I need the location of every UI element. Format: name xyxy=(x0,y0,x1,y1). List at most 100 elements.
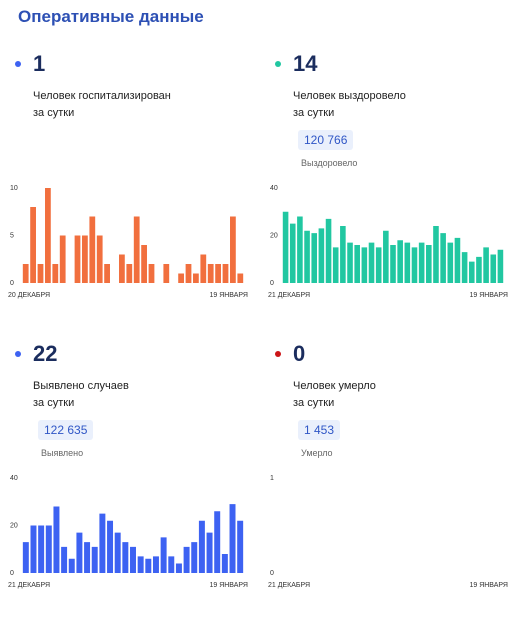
total-badge: 1 453 xyxy=(298,420,341,440)
card-recovered: 14 Человек выздоровело за сутки 120 766 … xyxy=(268,45,510,345)
y-tick-label: 0 xyxy=(10,280,14,287)
y-tick-label: 20 xyxy=(10,523,18,530)
card-label: Человек выздоровело за сутки xyxy=(293,88,503,122)
bar xyxy=(490,254,497,283)
bar xyxy=(468,261,475,283)
card-hospitalized: 1 Человек госпитализирован за сутки 0 5 10… xyxy=(8,45,250,345)
recovered-chart: 0 20 40 21 ДЕКАБРЯ 19 ЯНВАРЯ xyxy=(268,185,508,299)
y-tick-label: 1 xyxy=(270,475,274,482)
bar xyxy=(82,235,88,283)
daily-value: 0 xyxy=(293,341,306,366)
y-tick-label: 0 xyxy=(270,570,274,577)
bar xyxy=(497,249,504,283)
deaths-chart: 0 1 21 ДЕКАБРЯ 19 ЯНВАРЯ xyxy=(268,475,508,589)
bar xyxy=(454,237,461,283)
bar xyxy=(418,242,425,283)
label-line-1: Человек выздоровело xyxy=(293,90,406,102)
bar xyxy=(53,506,60,573)
bar xyxy=(447,242,454,283)
total-badge: 122 635 xyxy=(38,420,94,440)
bar xyxy=(215,264,221,283)
bar xyxy=(193,273,199,283)
bar xyxy=(354,245,360,283)
x-start-label: 20 ДЕКАБРЯ xyxy=(8,292,50,299)
label-line-2: за сутки xyxy=(33,397,75,409)
bar xyxy=(237,520,244,573)
card-deaths: 0 Человек умерло за сутки 1 453 Умерло 0… xyxy=(268,335,510,635)
y-tick-label: 20 xyxy=(270,233,278,240)
bar xyxy=(45,188,51,283)
total-label: Выявлено xyxy=(41,448,84,458)
bar xyxy=(61,546,68,573)
bar xyxy=(163,264,170,283)
bar xyxy=(137,556,144,573)
daily-value: 22 xyxy=(33,341,58,366)
bar xyxy=(185,264,192,283)
bar xyxy=(76,532,83,573)
bar xyxy=(311,233,318,283)
bar xyxy=(38,525,45,573)
bar xyxy=(114,532,121,573)
bar xyxy=(178,273,184,283)
bar xyxy=(222,264,229,283)
bar xyxy=(383,230,389,283)
bar xyxy=(347,242,353,283)
bar xyxy=(126,264,133,283)
bar xyxy=(148,264,155,283)
bar xyxy=(229,504,236,573)
x-end-label: 19 ЯНВАРЯ xyxy=(209,292,248,299)
bar xyxy=(289,223,296,283)
bar xyxy=(230,216,236,283)
bar xyxy=(191,542,198,573)
bar xyxy=(119,254,125,283)
y-tick-label: 40 xyxy=(270,185,278,192)
status-dot-icon xyxy=(15,351,21,357)
bar xyxy=(361,247,368,283)
label-line-2: за сутки xyxy=(293,397,335,409)
card-label: Человек умерло за сутки xyxy=(293,378,503,412)
bar xyxy=(84,542,91,573)
x-start-label: 21 ДЕКАБРЯ xyxy=(268,582,310,589)
bar xyxy=(368,242,375,283)
bar xyxy=(89,216,96,283)
total-label: Умерло xyxy=(301,448,333,458)
bar xyxy=(152,556,159,573)
x-end-label: 19 ЯНВАРЯ xyxy=(469,292,508,299)
bar xyxy=(404,242,411,283)
label-line-1: Человек госпитализирован xyxy=(33,90,171,102)
bar xyxy=(168,556,175,573)
bar xyxy=(411,247,418,283)
x-end-label: 19 ЯНВАРЯ xyxy=(469,582,508,589)
status-dot-icon xyxy=(15,61,21,67)
card-label: Человек госпитализирован за сутки xyxy=(33,88,243,122)
card-cases: 22 Выявлено случаев за сутки 122 635 Выя… xyxy=(8,335,250,635)
bar xyxy=(175,563,182,573)
bar xyxy=(96,235,103,283)
label-line-2: за сутки xyxy=(33,107,75,119)
label-line-1: Человек умерло xyxy=(293,380,376,392)
x-end-label: 19 ЯНВАРЯ xyxy=(209,582,248,589)
total-badge: 120 766 xyxy=(298,130,354,150)
bar xyxy=(30,207,36,283)
bar xyxy=(304,230,310,283)
bar xyxy=(122,542,129,573)
bar xyxy=(183,546,190,573)
status-dot-icon xyxy=(275,61,281,67)
bar xyxy=(282,211,289,283)
daily-value: 14 xyxy=(293,51,318,76)
card-label: Выявлено случаев за сутки xyxy=(33,378,243,412)
bar xyxy=(340,226,346,283)
y-tick-label: 0 xyxy=(10,570,14,577)
bar xyxy=(440,233,446,283)
label-line-2: за сутки xyxy=(293,107,335,119)
bar xyxy=(206,532,213,573)
daily-value: 1 xyxy=(33,51,46,76)
label-line-1: Выявлено случаев xyxy=(33,380,129,392)
bar xyxy=(433,226,439,283)
bar xyxy=(214,511,221,573)
bar xyxy=(133,216,140,283)
y-tick-label: 0 xyxy=(270,280,274,287)
x-start-label: 21 ДЕКАБРЯ xyxy=(268,292,310,299)
bar xyxy=(141,245,147,283)
bar xyxy=(200,254,207,283)
